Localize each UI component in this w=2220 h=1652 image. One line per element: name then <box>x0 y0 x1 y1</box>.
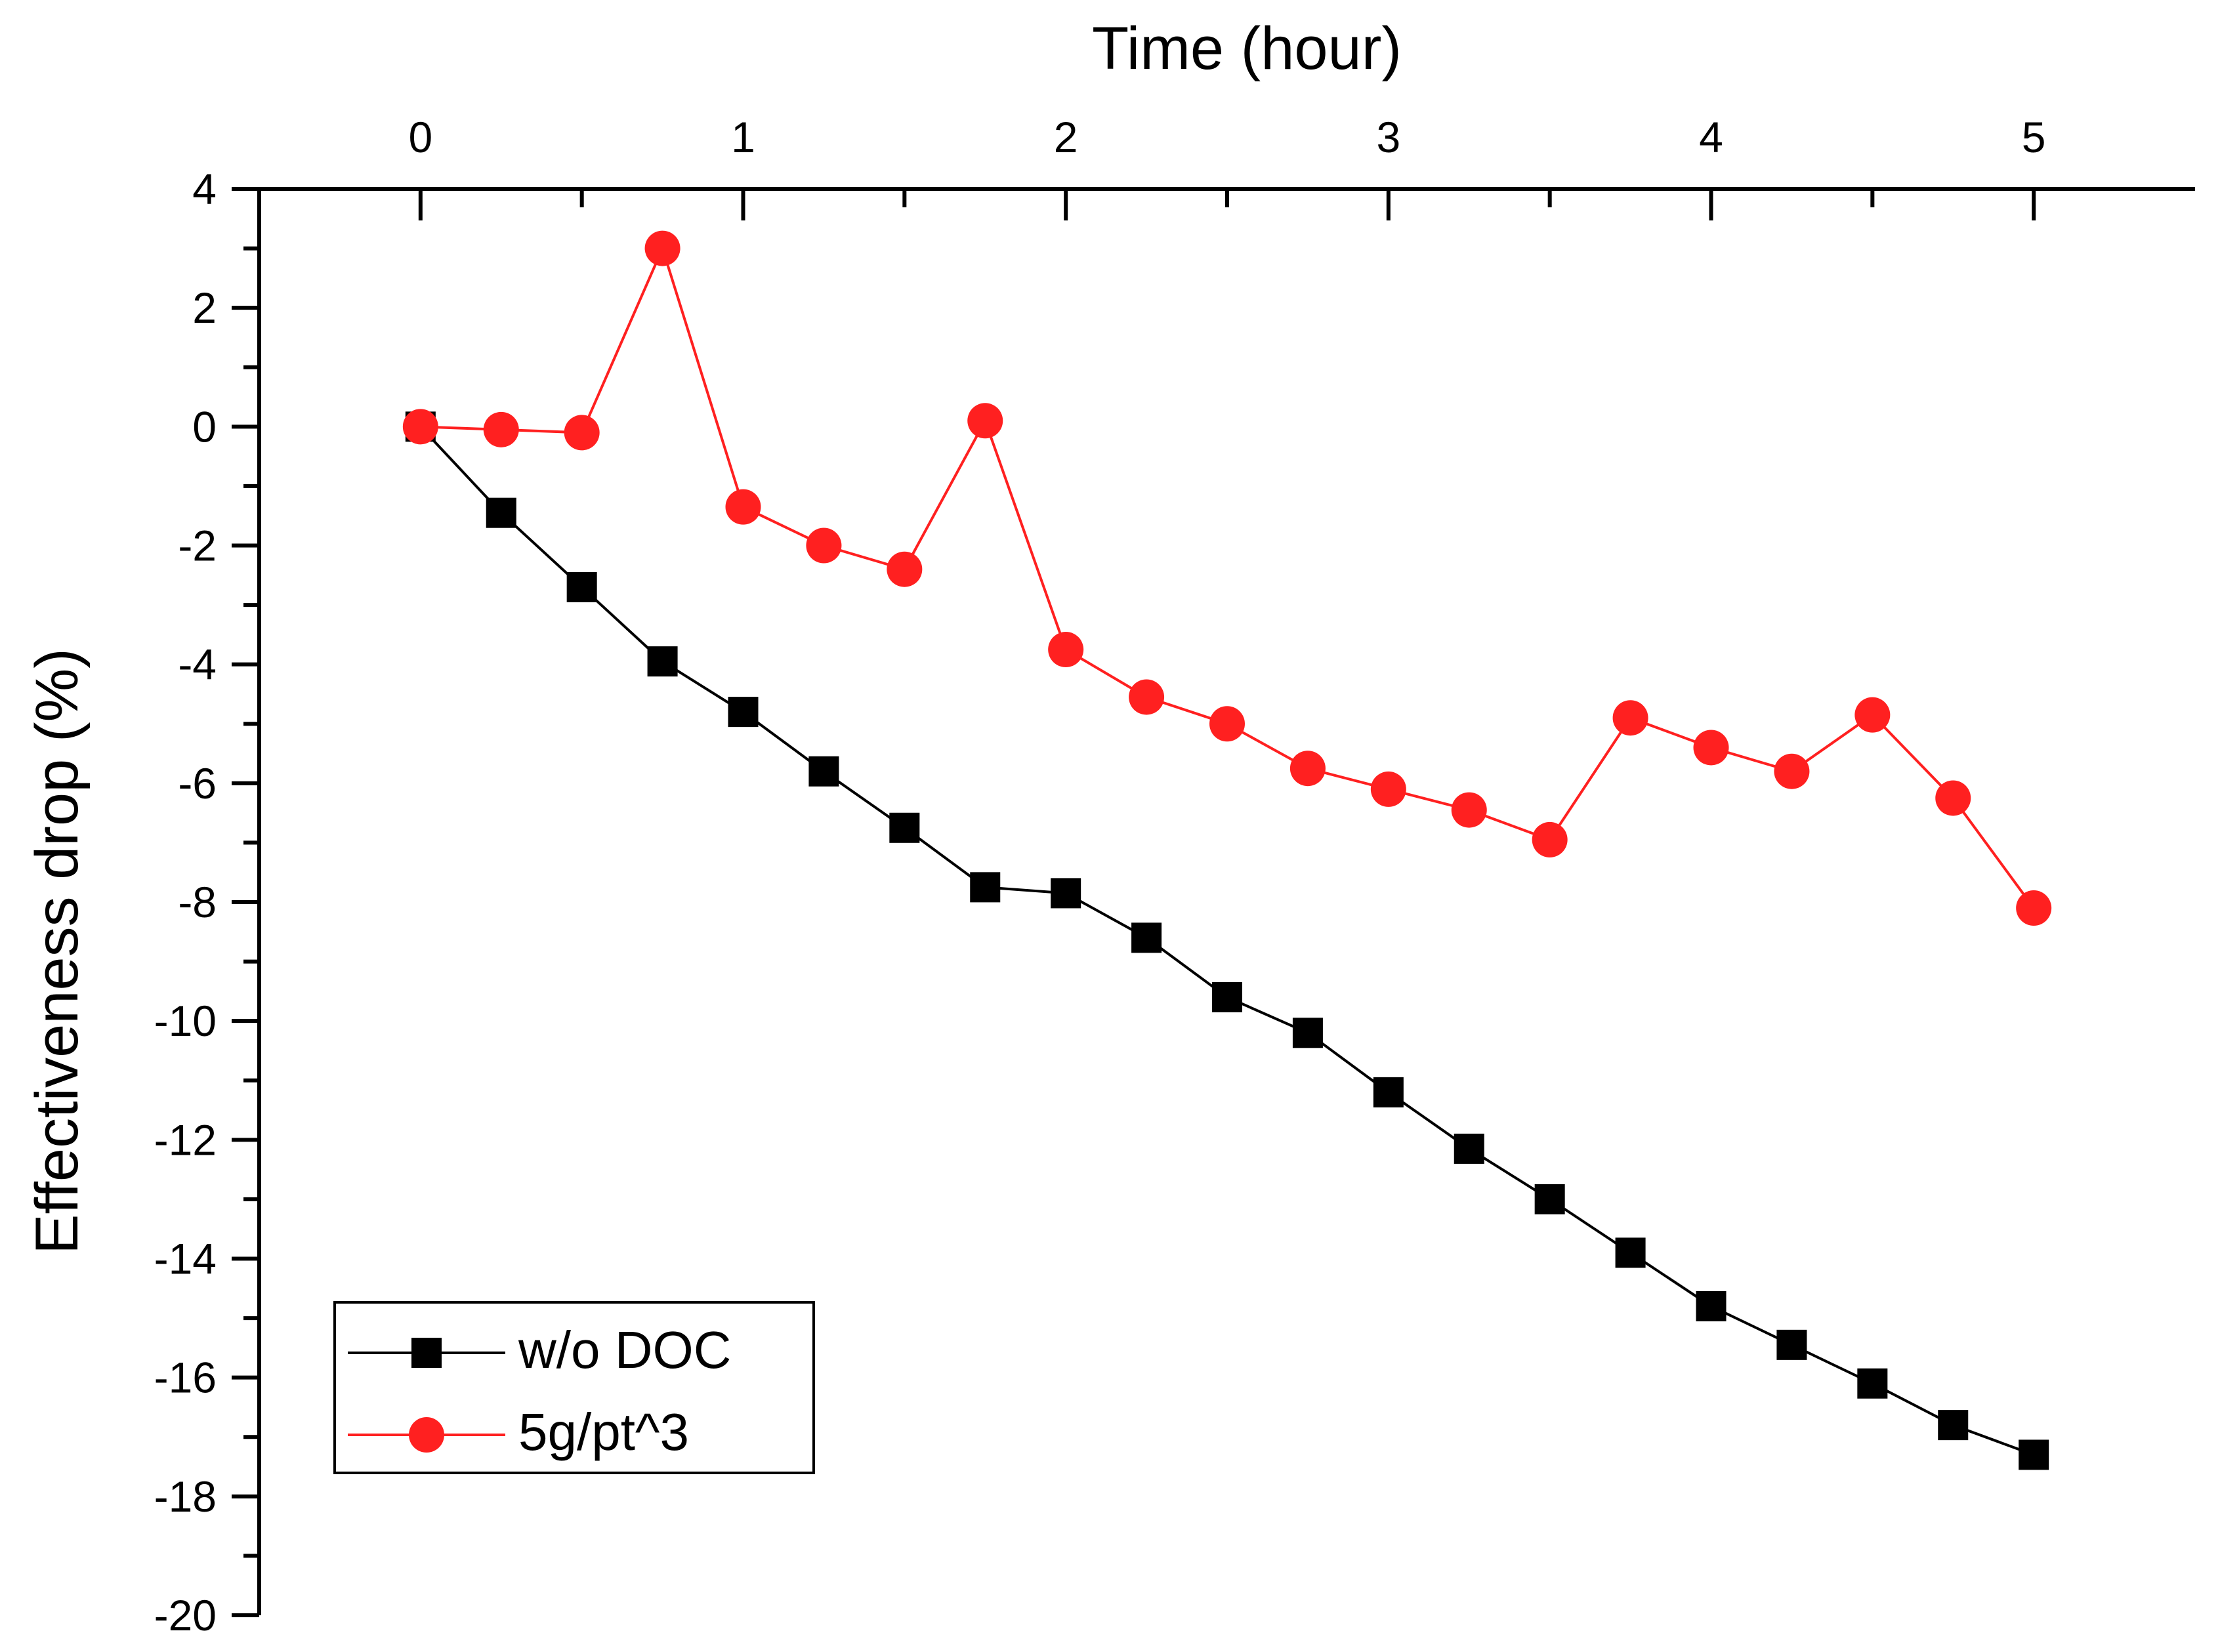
data-point <box>1292 1018 1323 1048</box>
data-point <box>1532 821 1568 857</box>
data-point <box>728 697 759 728</box>
data-point <box>1212 981 1242 1012</box>
data-point <box>566 571 597 602</box>
data-point <box>647 646 678 677</box>
data-point <box>808 756 839 787</box>
data-point <box>1693 730 1729 766</box>
y-tick-label: -14 <box>154 1235 217 1283</box>
data-point <box>2016 890 2052 926</box>
data-point <box>1289 751 1326 787</box>
y-tick-label: -12 <box>154 1115 217 1164</box>
data-point <box>1451 792 1487 828</box>
data-point <box>887 551 923 587</box>
x-tick-label: 5 <box>2022 113 2046 161</box>
data-point <box>1209 706 1245 742</box>
data-point <box>1776 1329 1807 1360</box>
series-2 <box>402 230 2052 926</box>
data-point <box>1454 1133 1484 1164</box>
y-tick-label: -20 <box>154 1591 217 1640</box>
series-line <box>420 244 2035 909</box>
data-point <box>564 415 600 451</box>
data-point <box>1615 1237 1646 1268</box>
data-point <box>644 230 681 266</box>
data-point <box>1857 1368 1888 1399</box>
x-tick-label: 0 <box>408 113 432 161</box>
data-point <box>1696 1291 1727 1321</box>
data-point <box>1370 771 1406 807</box>
data-point <box>1935 780 1971 816</box>
data-point <box>1051 878 1081 909</box>
x-tick-label: 2 <box>1054 113 1078 161</box>
y-tick-label: -10 <box>154 997 217 1045</box>
series-1 <box>405 411 2049 1470</box>
y-tick-label: 2 <box>192 283 217 332</box>
plot-axes: 0 1 2 3 4 5 4 2 0 -2 -4 -6 -8 -10 -12 -14 -16 -18 -20 <box>154 113 2195 1640</box>
y-tick-label: -4 <box>178 640 217 689</box>
x-tick-label: 4 <box>1699 113 1723 161</box>
y-tick-label: -8 <box>178 878 217 926</box>
data-point <box>725 489 761 525</box>
x-tick-label: 1 <box>731 113 755 161</box>
data-point <box>1938 1410 1969 1441</box>
data-point <box>889 812 920 843</box>
data-point <box>1131 922 1162 953</box>
data-point <box>402 409 438 445</box>
data-point <box>486 497 516 528</box>
x-axis-title: Time (hour) <box>1092 15 1402 82</box>
data-point <box>1612 700 1648 736</box>
legend-label-series-1: w/o DOC <box>518 1321 732 1379</box>
legend-label-series-2: 5g/pt^3 <box>518 1403 689 1461</box>
series-line <box>419 425 2034 1456</box>
y-axis-title: Effectiveness drop (%) <box>24 648 91 1254</box>
data-point <box>1854 697 1891 733</box>
data-point <box>1774 753 1810 789</box>
data-point <box>1373 1077 1404 1107</box>
legend: w/o DOC 5g/pt^3 <box>333 1301 815 1474</box>
data-point <box>1129 679 1165 715</box>
data-point <box>2019 1439 2049 1470</box>
y-tick-label: -2 <box>178 522 217 570</box>
data-point <box>1048 632 1084 668</box>
y-tick-label: -18 <box>154 1472 217 1521</box>
y-tick-label: 4 <box>192 165 217 213</box>
legend-marker <box>411 1338 442 1368</box>
legend-marker <box>409 1417 444 1453</box>
data-point <box>483 411 519 447</box>
y-tick-label: -16 <box>154 1353 217 1402</box>
data-point <box>970 872 1001 903</box>
data-point <box>806 527 842 564</box>
data-point <box>967 403 1003 439</box>
y-tick-label: -6 <box>178 759 217 808</box>
y-tick-label: 0 <box>192 402 217 451</box>
x-tick-label: 3 <box>1376 113 1400 161</box>
data-point <box>1534 1184 1565 1214</box>
series-layer <box>402 230 2052 1470</box>
